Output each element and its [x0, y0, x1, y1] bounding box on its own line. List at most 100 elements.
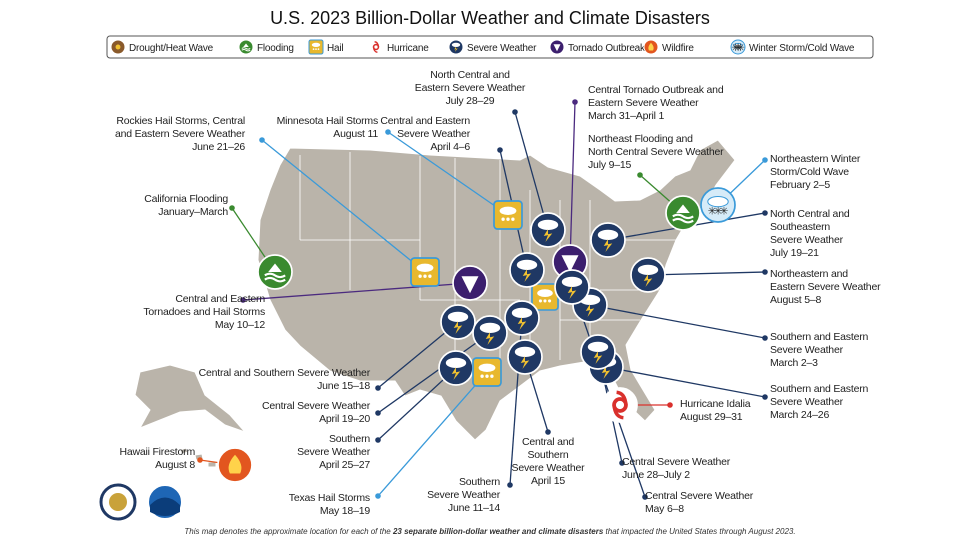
event-label: June 11–14 — [448, 502, 500, 514]
icon-bg — [410, 257, 440, 287]
event-label: Southern — [459, 476, 500, 488]
icon-sun — [115, 44, 121, 50]
icon-arm — [372, 41, 380, 53]
leader-dot — [375, 493, 381, 499]
icon-hail — [480, 374, 484, 378]
icon-cloud — [416, 263, 434, 272]
severe-icon — [472, 315, 508, 351]
event-label: Central Severe Weather — [622, 456, 731, 468]
icon-bolt — [517, 317, 527, 330]
event-label: Central and Southern Severe Weather — [199, 367, 371, 379]
icon-hail — [538, 299, 543, 303]
icon-hail — [543, 299, 547, 303]
winter-icon: ✳✳✳ — [730, 39, 746, 55]
event-label: Central Severe Weather — [262, 400, 371, 412]
icon-bolt — [643, 274, 653, 287]
icon-cloud — [587, 341, 609, 352]
legend-label: Wildfire — [662, 43, 694, 54]
leader-dot — [545, 429, 551, 435]
icon-cloud — [733, 43, 743, 49]
icon-bg — [368, 39, 384, 55]
leader-line — [377, 332, 491, 414]
flood-icon — [665, 195, 701, 231]
event-label: Tornadoes and Hail Storms — [143, 306, 265, 318]
footnote-emphasis: 23 separate billion-dollar weather and c… — [392, 527, 604, 536]
event-label: Severe Weather — [397, 128, 471, 140]
event-label: July 19–21 — [770, 247, 819, 259]
event-label: Hurricane Idalia — [680, 398, 751, 410]
event-label: March 24–26 — [770, 409, 829, 421]
leader-dot — [240, 297, 246, 303]
agency-emblems — [99, 483, 183, 521]
event-label: Eastern Severe Weather — [588, 97, 699, 109]
event-label: Rockies Hail Storms, Central — [116, 115, 245, 127]
event-label: Storm/Cold Wave — [770, 166, 849, 178]
event-label: Severe Weather — [427, 489, 501, 501]
legend-label: Tornado Outbreak — [568, 43, 646, 54]
severe-icon — [438, 350, 474, 386]
icon-bolt — [454, 46, 458, 52]
icon-bolt — [451, 367, 461, 380]
event-label: March 2–3 — [770, 357, 818, 369]
event-label: June 15–18 — [317, 380, 370, 392]
legend-label: Hurricane — [387, 43, 429, 54]
severe-icon — [590, 222, 626, 258]
legend-label: Hail — [327, 43, 343, 54]
leader-dot — [762, 210, 768, 216]
leader-dot — [762, 335, 768, 341]
event-label: North Central and — [770, 208, 850, 220]
icon-wave — [241, 48, 251, 52]
hurricane-icon — [602, 387, 638, 423]
leader-dot — [572, 99, 578, 105]
icon-bolt — [603, 239, 613, 252]
tornado-icon — [549, 39, 565, 55]
icon-flake: ✳ — [731, 42, 740, 54]
leader-dot — [762, 394, 768, 400]
severe-icon — [440, 304, 476, 340]
icon-cloud — [511, 307, 533, 318]
icon-hail — [485, 374, 489, 378]
icon-cloud — [514, 346, 536, 357]
icon-flake: ✳ — [714, 205, 723, 217]
leader-dot — [197, 457, 203, 463]
tornado-icon — [452, 265, 488, 301]
icon-house — [676, 204, 690, 213]
event-label: February 2–5 — [770, 179, 830, 191]
event-label: Severe Weather — [297, 446, 371, 458]
icon-bolt — [593, 351, 603, 364]
icon-arm — [612, 390, 628, 420]
event-label: April 19–20 — [319, 413, 370, 425]
leader-line — [605, 366, 766, 398]
leader-dot — [375, 437, 381, 443]
leader-dot — [512, 109, 518, 115]
icon-wave — [672, 217, 694, 224]
event-label: Southern — [527, 449, 568, 461]
icon-hail — [501, 217, 505, 221]
leader-dot — [762, 157, 768, 163]
leader-line — [569, 101, 576, 263]
icon-cloud — [451, 42, 461, 48]
event-label: January–March — [158, 206, 228, 218]
hurricane-icon — [368, 39, 384, 55]
icon-bolt — [567, 286, 577, 299]
severe-icon — [530, 212, 566, 248]
event-labels: North Central and Eastern Severe Weather J… — [115, 69, 881, 517]
event-label: May 6–8 — [645, 503, 684, 515]
icon-house — [268, 263, 282, 272]
event-label: Eastern Severe Weather — [770, 281, 881, 293]
event-label: July 28–29 — [446, 95, 495, 107]
hail-icon — [472, 357, 502, 387]
icon-cloud — [478, 363, 496, 372]
icon-flake: ✳ — [734, 42, 743, 54]
icon-hail — [506, 217, 510, 221]
leader-dot — [507, 482, 513, 488]
icon-cloud — [537, 219, 559, 230]
event-label: March 31–April 1 — [588, 110, 665, 122]
severe-icon — [504, 300, 540, 336]
event-label: Texas Hail Storms — [289, 492, 370, 504]
icon-bg — [472, 357, 502, 387]
severe-icon — [554, 269, 590, 305]
icon-bolt — [453, 321, 463, 334]
icon-wave — [264, 276, 286, 283]
